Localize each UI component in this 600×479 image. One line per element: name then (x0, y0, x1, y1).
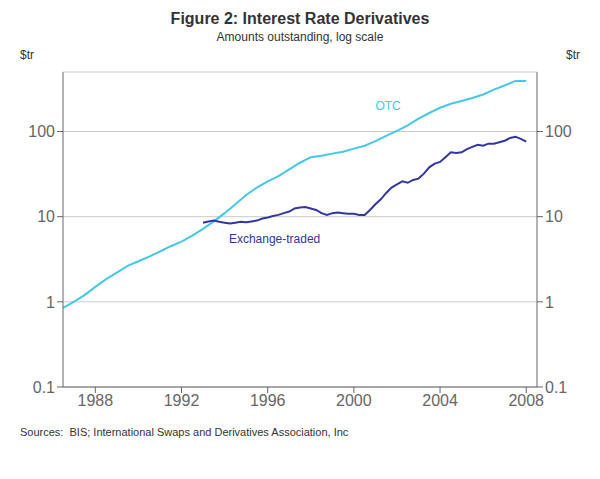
svg-text:1: 1 (545, 294, 554, 311)
svg-text:1: 1 (46, 294, 55, 311)
svg-text:100: 100 (545, 123, 572, 140)
svg-text:2000: 2000 (336, 392, 372, 409)
svg-text:10: 10 (37, 208, 55, 225)
svg-text:2004: 2004 (422, 392, 458, 409)
svg-text:100: 100 (28, 123, 55, 140)
html-text:Figure 2: Interest Rate Deriva: Figure 2: Interest Rate Derivatives (170, 10, 430, 27)
svg-text:0.1: 0.1 (545, 379, 567, 396)
svg-text:10: 10 (545, 208, 563, 225)
html-text:$tr: $tr (566, 48, 580, 62)
svg-text:1996: 1996 (250, 392, 286, 409)
svg-text:OTC: OTC (375, 99, 401, 113)
html-text:Amounts outstanding, log scale: Amounts outstanding, log scale (216, 30, 384, 44)
svg-text:Exchange-traded: Exchange-traded (229, 232, 320, 246)
svg-text:2008: 2008 (508, 392, 544, 409)
html-text:$tr: $tr (20, 48, 34, 62)
svg-text:1988: 1988 (78, 392, 114, 409)
svg-text:1992: 1992 (164, 392, 200, 409)
svg-text:0.1: 0.1 (33, 379, 55, 396)
html-text:Sources: BIS; International Sw: Sources: BIS; International Swaps and De… (20, 426, 349, 438)
